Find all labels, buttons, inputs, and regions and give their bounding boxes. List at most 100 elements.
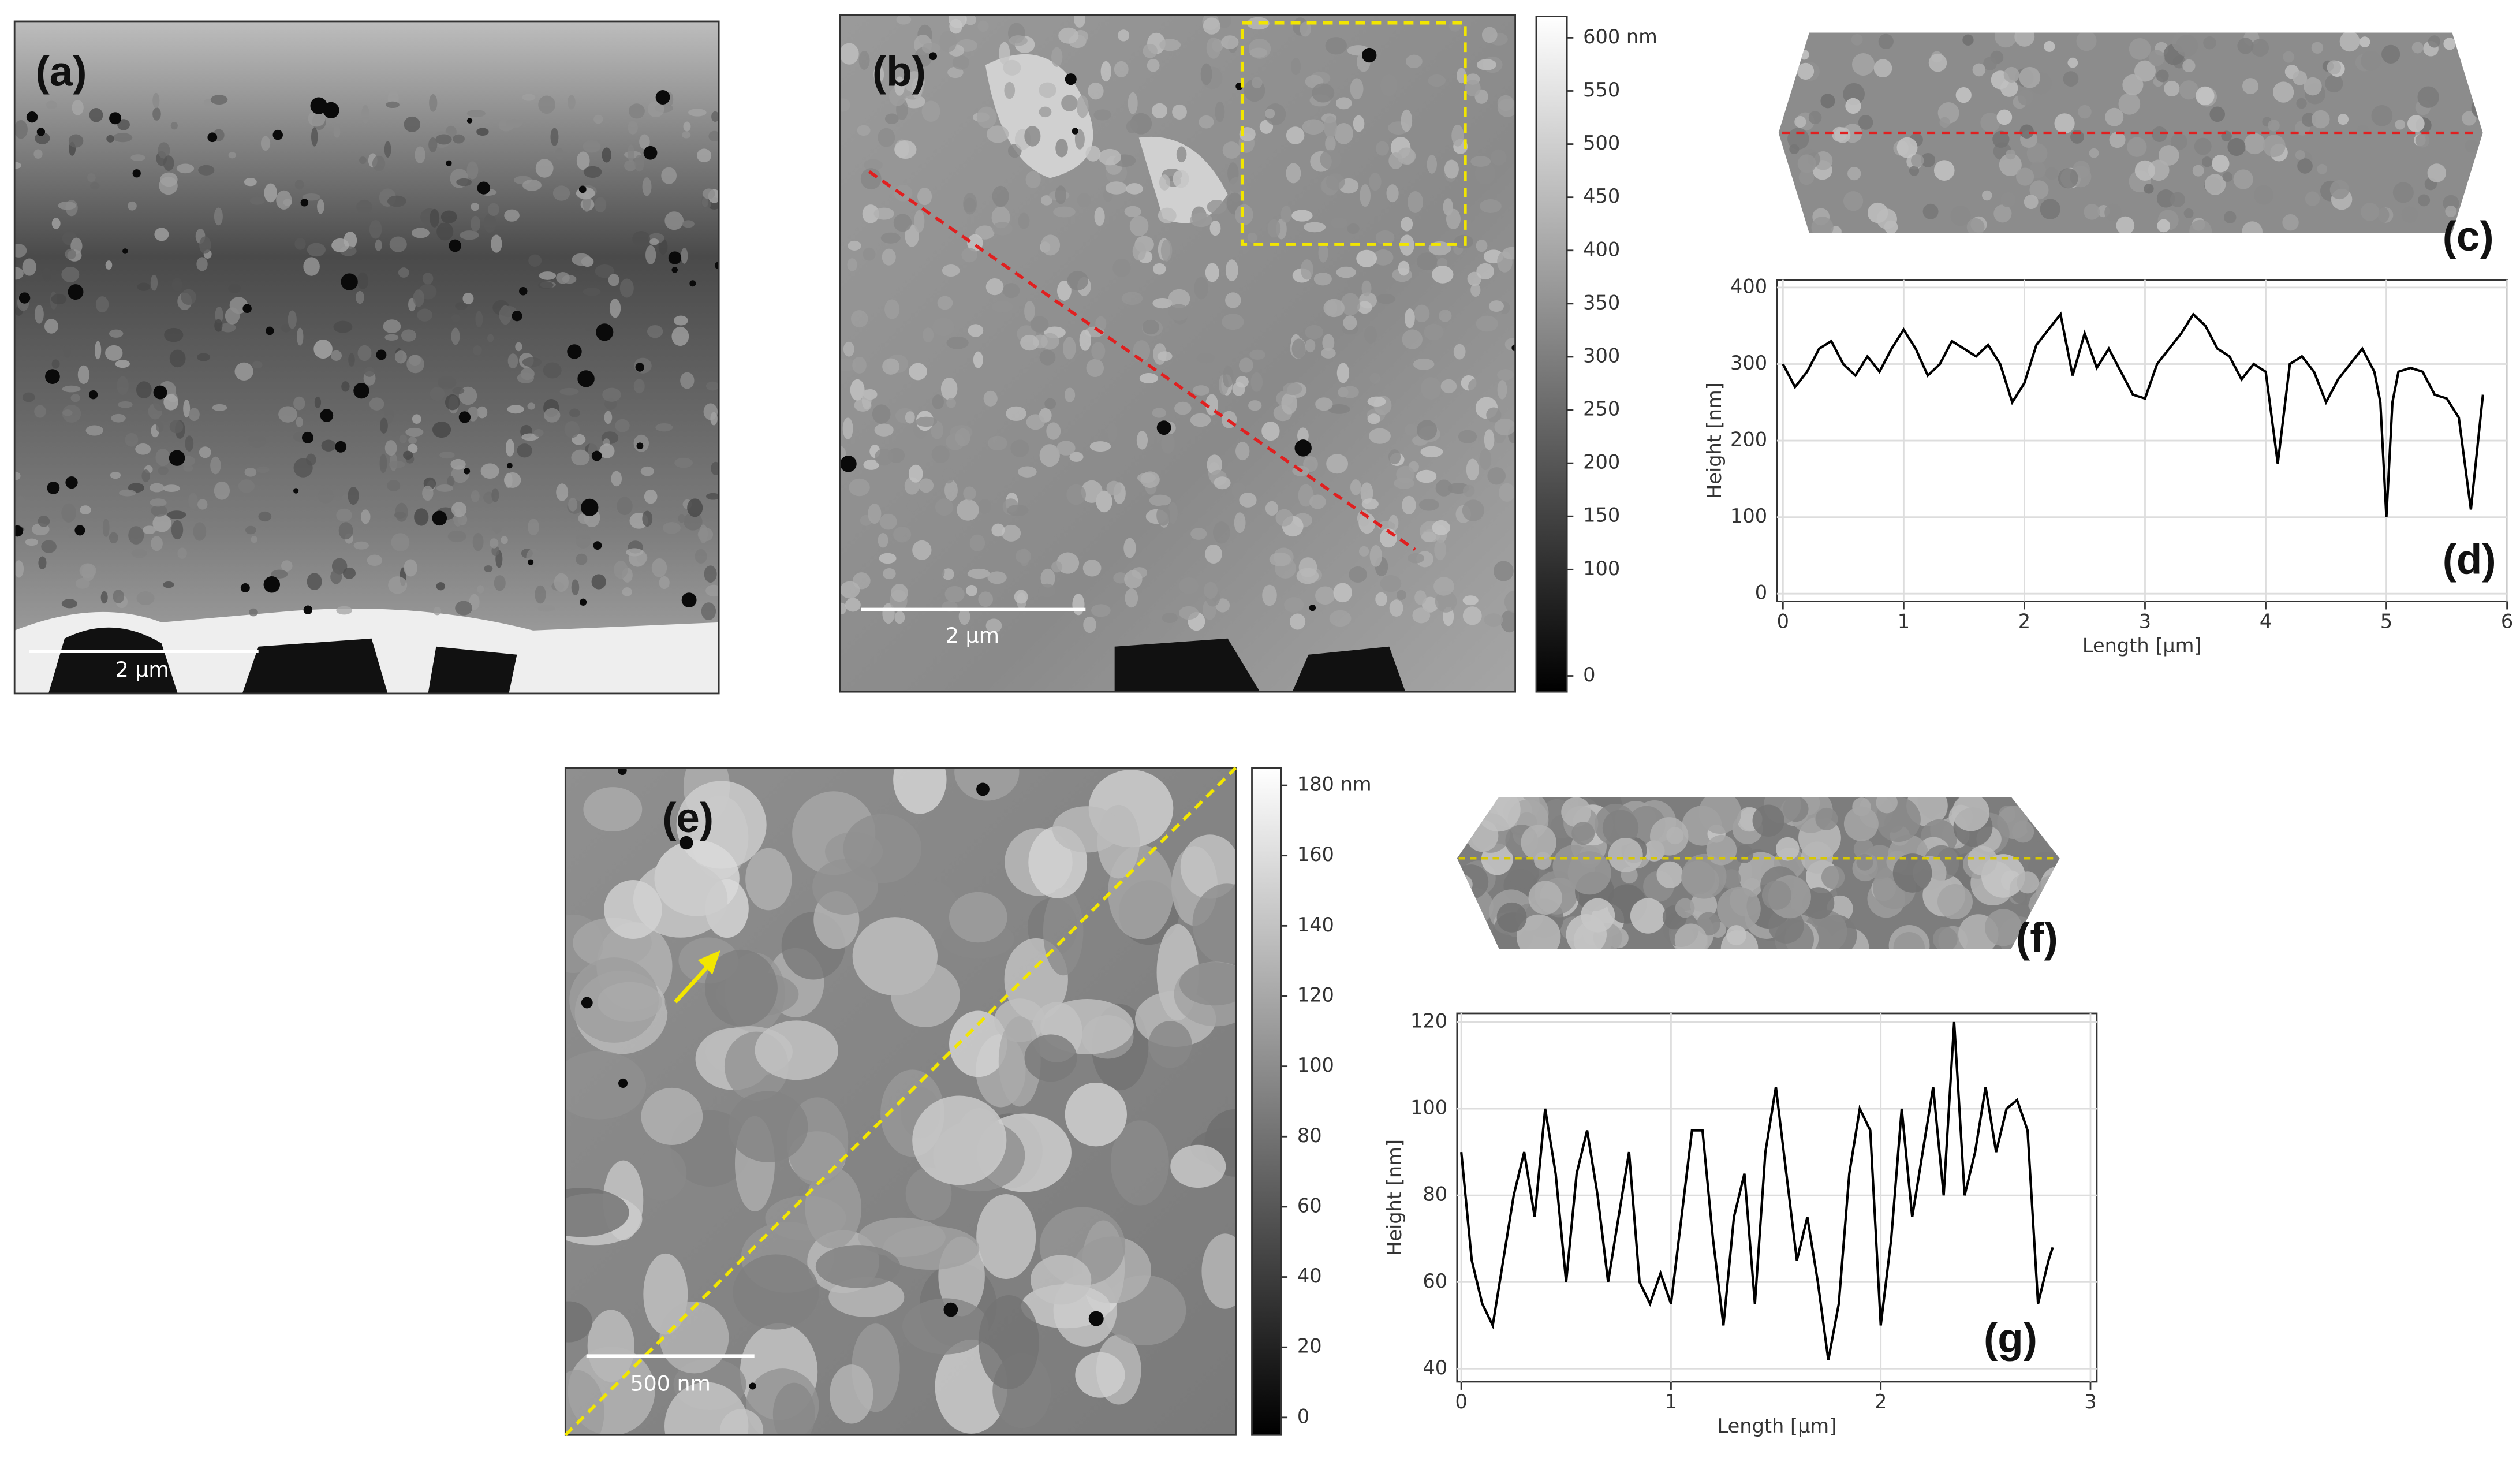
grain	[152, 514, 171, 532]
grain	[256, 466, 270, 473]
grain	[1451, 124, 1464, 147]
pore	[528, 559, 534, 565]
y-tick-label: 200	[1730, 428, 1767, 451]
grain	[1199, 115, 1214, 129]
grain	[671, 326, 689, 346]
grain	[1380, 74, 1398, 96]
colorbar-tick-label: 300	[1583, 344, 1620, 367]
grain	[932, 394, 944, 409]
grain	[2058, 168, 2078, 189]
grain	[2179, 80, 2198, 100]
grain	[2268, 120, 2280, 132]
pore	[26, 111, 38, 123]
grain	[1896, 137, 1918, 158]
grain	[1194, 277, 1208, 300]
grain	[14, 120, 28, 139]
grain	[483, 213, 496, 233]
grain	[976, 1194, 1036, 1280]
pore	[929, 52, 937, 61]
grain	[976, 106, 997, 129]
grain	[150, 483, 165, 493]
grain	[602, 387, 621, 402]
grain	[591, 574, 606, 590]
grain	[70, 394, 81, 402]
grain	[2192, 165, 2204, 177]
grain	[183, 399, 191, 418]
grain	[1698, 797, 1742, 834]
grain	[94, 341, 102, 360]
grain	[110, 471, 121, 479]
grain	[46, 100, 57, 110]
grain	[2040, 866, 2060, 903]
grain	[2222, 171, 2233, 182]
grain	[422, 486, 434, 501]
grain	[1190, 212, 1213, 228]
grain	[565, 1051, 647, 1120]
grain	[1040, 234, 1061, 256]
grain	[705, 949, 778, 1027]
grain	[1336, 266, 1356, 278]
grain	[80, 505, 91, 515]
grain	[1360, 184, 1371, 207]
pore	[1309, 604, 1316, 611]
grain	[931, 445, 950, 463]
grain	[1167, 502, 1178, 524]
grain	[1418, 498, 1439, 511]
panel-label: (a)	[36, 48, 87, 95]
grain	[2470, 43, 2483, 61]
grain	[1152, 408, 1167, 418]
grain	[1498, 483, 1515, 502]
grain	[2465, 139, 2478, 153]
grain	[1055, 139, 1068, 158]
grain	[1126, 183, 1143, 195]
grain	[487, 203, 500, 217]
grain	[1476, 263, 1495, 280]
grain	[1821, 865, 1845, 889]
grain	[2134, 60, 2156, 82]
grain	[1125, 588, 1138, 608]
grain	[507, 353, 518, 368]
grain	[475, 311, 483, 327]
pore	[242, 304, 252, 313]
grain	[682, 220, 695, 228]
grain	[1040, 568, 1055, 588]
grain	[466, 161, 479, 180]
grain	[555, 148, 564, 160]
grain	[1999, 153, 2022, 177]
grain	[2458, 44, 2474, 60]
grain	[1024, 126, 1041, 147]
grain	[398, 267, 409, 278]
grain	[1528, 881, 1562, 915]
grain	[2295, 150, 2305, 160]
grain	[627, 144, 634, 162]
grain	[2395, 119, 2406, 130]
x-tick-label: 3	[2139, 610, 2151, 632]
grain	[633, 379, 645, 394]
grain	[252, 361, 263, 369]
grain	[1794, 115, 1806, 128]
x-tick-label: 4	[2260, 610, 2272, 632]
grain	[1063, 337, 1076, 360]
grain	[1322, 334, 1335, 352]
grain	[701, 602, 716, 620]
grain	[1955, 87, 1972, 103]
grain	[857, 125, 871, 136]
grain	[1190, 413, 1211, 427]
grain	[861, 389, 872, 410]
grain	[940, 378, 958, 400]
grain	[845, 598, 861, 612]
pore	[749, 1382, 756, 1390]
grain	[539, 271, 557, 280]
grain	[111, 413, 126, 423]
grain	[893, 526, 912, 543]
grain	[1329, 610, 1352, 627]
grain	[1235, 204, 1253, 225]
grain	[2381, 44, 2400, 64]
grain	[163, 394, 178, 411]
grain	[2233, 169, 2253, 189]
grain	[2036, 797, 2060, 817]
grain	[1290, 613, 1306, 630]
grain	[2471, 97, 2483, 119]
grain	[238, 479, 255, 493]
grain	[1095, 316, 1107, 331]
